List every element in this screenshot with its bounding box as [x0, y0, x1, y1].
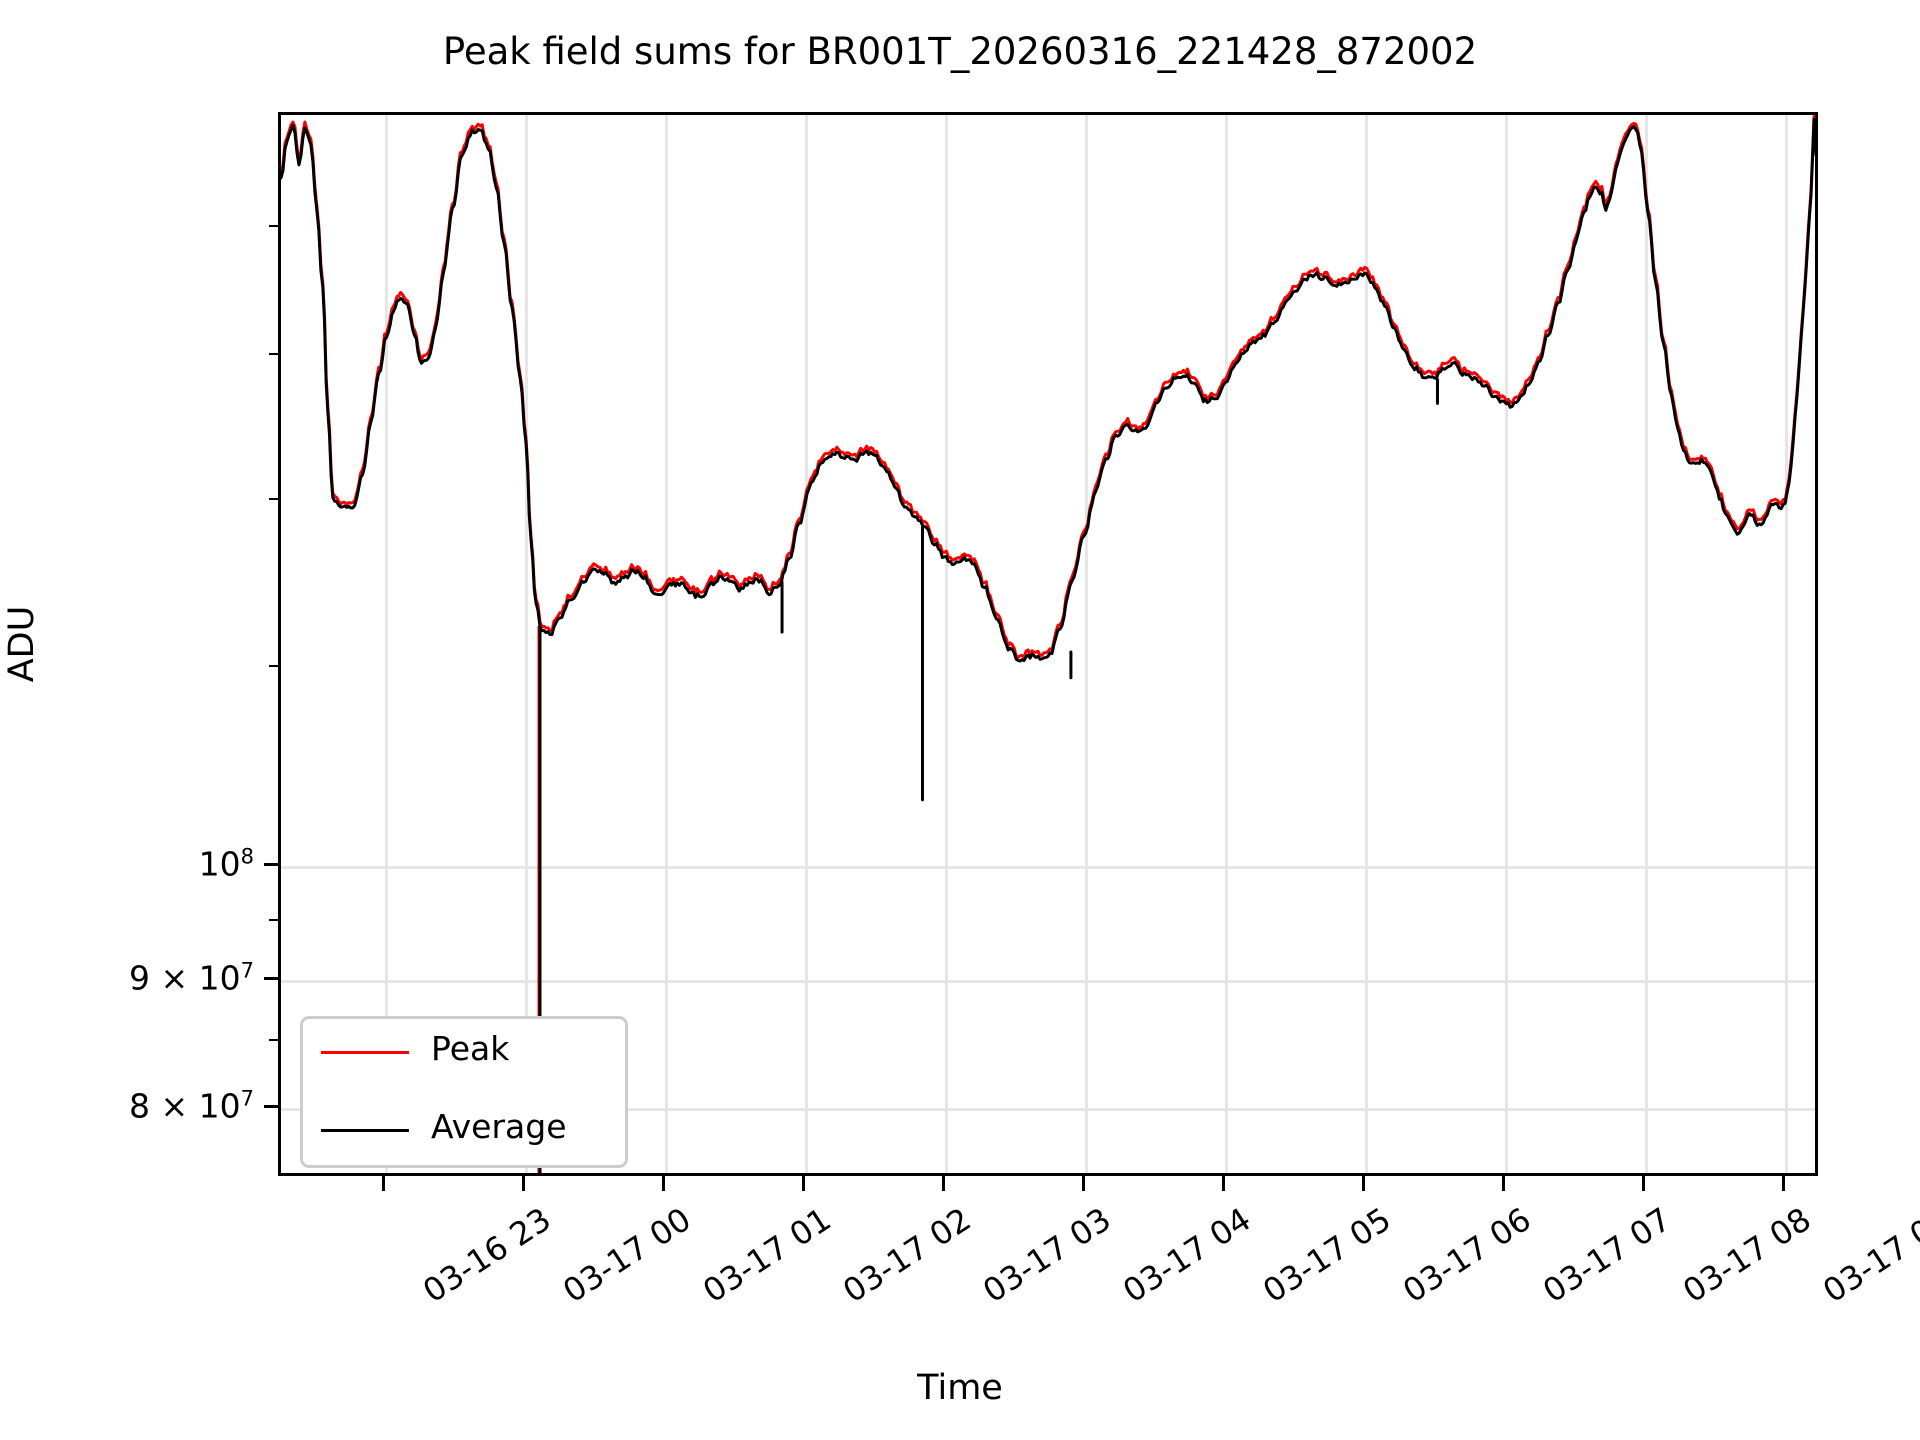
x-axis-tick-label: 03-17 02 — [836, 1200, 978, 1311]
x-axis-tick-label: 03-17 09 — [1816, 1200, 1920, 1311]
y-axis-tick-label: 9 × 107 — [129, 958, 254, 998]
series-peak — [281, 115, 1815, 1173]
y-axis-tick — [264, 1104, 278, 1108]
y-axis-label: ADU — [2, 605, 42, 683]
vertical-gridline — [1225, 115, 1228, 1173]
legend-swatch-average — [321, 1129, 409, 1132]
y-axis-minor-tick — [269, 918, 278, 921]
chart-title: Peak field sums for BR001T_20260316_2214… — [442, 30, 1478, 73]
legend-item-average: Average — [303, 1101, 625, 1161]
y-axis-tick — [264, 862, 278, 866]
x-axis-tick — [942, 1176, 945, 1191]
y-axis-tick-label: 8 × 107 — [129, 1086, 254, 1126]
x-axis-tick — [1782, 1176, 1785, 1191]
legend-item-peak: Peak — [303, 1023, 625, 1083]
peak-trace — [281, 115, 1815, 659]
y-axis-minor-tick — [269, 353, 278, 356]
x-axis-tick — [662, 1176, 665, 1191]
vertical-gridline — [665, 115, 668, 1173]
x-axis-tick-label: 03-17 05 — [1256, 1200, 1398, 1311]
x-axis-tick — [1222, 1176, 1225, 1191]
average-trace — [281, 118, 1815, 663]
y-axis-tick-label: 108 — [198, 844, 254, 884]
x-axis-tick — [1502, 1176, 1505, 1191]
vertical-gridline — [1505, 115, 1508, 1173]
data-lines — [281, 115, 1815, 1173]
x-axis-tick-label: 03-17 06 — [1396, 1200, 1538, 1311]
x-axis-tick-label: 03-17 04 — [1116, 1200, 1258, 1311]
x-axis-tick — [522, 1176, 525, 1191]
legend-label-peak: Peak — [431, 1029, 510, 1068]
series-average — [281, 118, 1815, 1173]
x-axis-tick-label: 03-17 03 — [976, 1200, 1118, 1311]
x-axis-tick — [382, 1176, 385, 1191]
x-axis-tick — [1642, 1176, 1645, 1191]
horizontal-gridline — [281, 1107, 1815, 1111]
horizontal-gridline — [281, 865, 1815, 869]
vertical-gridline — [1785, 115, 1788, 1173]
vertical-gridline — [385, 115, 388, 1173]
horizontal-gridline — [281, 980, 1815, 984]
vertical-gridline — [525, 115, 528, 1173]
y-axis-minor-tick — [269, 665, 278, 668]
y-axis-minor-tick — [269, 497, 278, 500]
legend-label-average: Average — [431, 1107, 567, 1146]
x-axis-tick — [1082, 1176, 1085, 1191]
vertical-gridline — [1365, 115, 1368, 1173]
x-axis-tick-label: 03-17 01 — [696, 1200, 838, 1311]
y-axis-minor-tick — [269, 1039, 278, 1042]
x-axis-tick — [802, 1176, 805, 1191]
legend-swatch-peak — [321, 1051, 409, 1054]
vertical-gridline — [945, 115, 948, 1173]
x-axis-tick-label: 03-17 00 — [556, 1200, 698, 1311]
x-axis-label: Time — [917, 1368, 1003, 1408]
plot-area — [278, 112, 1818, 1176]
x-axis-tick-label: 03-17 08 — [1676, 1200, 1818, 1311]
y-axis-tick — [264, 977, 278, 981]
vertical-gridline — [1085, 115, 1088, 1173]
vertical-gridline — [1645, 115, 1648, 1173]
x-axis-tick — [1362, 1176, 1365, 1191]
chart-legend: Peak Average — [300, 1016, 628, 1168]
y-axis-minor-tick — [269, 225, 278, 228]
grid-lines — [281, 115, 1815, 1173]
series-svg — [281, 115, 1815, 1173]
x-axis-tick-label: 03-16 23 — [416, 1200, 558, 1311]
vertical-gridline — [805, 115, 808, 1173]
x-axis-tick-label: 03-17 07 — [1536, 1200, 1678, 1311]
